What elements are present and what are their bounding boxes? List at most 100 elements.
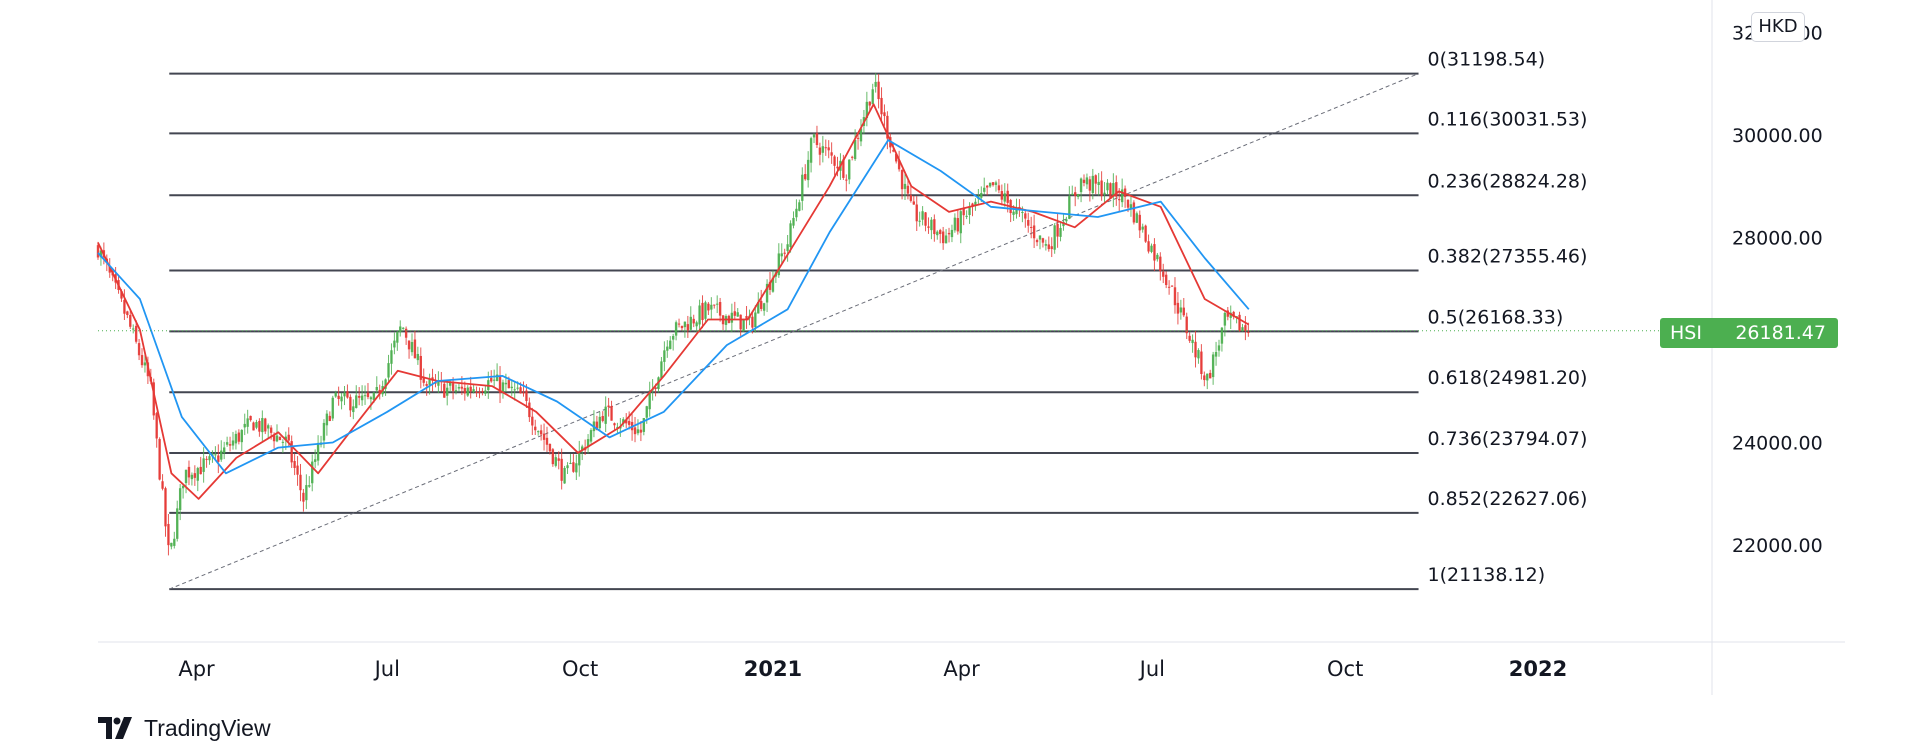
candle-body xyxy=(613,423,616,426)
candle-body xyxy=(1185,316,1188,334)
candle xyxy=(293,453,296,476)
candle-body xyxy=(983,187,986,192)
candle xyxy=(1170,285,1174,287)
candle-body xyxy=(108,265,111,273)
candle-body xyxy=(360,395,364,401)
candle xyxy=(387,354,390,384)
x-tick-label-4: Apr xyxy=(943,657,980,681)
candle xyxy=(243,413,246,436)
candle xyxy=(771,270,775,293)
candle xyxy=(777,243,781,278)
candle xyxy=(666,340,669,358)
candle-body xyxy=(217,455,220,462)
candle xyxy=(780,243,783,264)
candle-body xyxy=(845,179,848,181)
candle-body xyxy=(234,433,238,444)
candle-body xyxy=(1076,194,1080,197)
candle-body xyxy=(569,462,572,464)
candle xyxy=(721,315,725,331)
candle-body xyxy=(231,440,235,446)
candle xyxy=(187,460,191,486)
candle-body xyxy=(437,380,440,386)
candle-body xyxy=(1038,235,1042,240)
candle-body xyxy=(892,150,895,152)
candle xyxy=(815,125,819,148)
candle-body xyxy=(736,312,739,317)
candle-body xyxy=(698,305,701,325)
candle xyxy=(240,429,243,451)
candle-body xyxy=(897,160,901,170)
candle xyxy=(261,410,264,441)
candle-body xyxy=(325,413,329,426)
candle-body xyxy=(1071,193,1074,196)
candle-body xyxy=(316,442,320,461)
candle-body xyxy=(492,379,496,381)
candle xyxy=(343,386,346,406)
candle xyxy=(228,436,232,452)
candle-body xyxy=(322,422,326,441)
moving-average-lines xyxy=(97,103,1250,500)
candle xyxy=(1138,210,1141,239)
candle-body xyxy=(1244,325,1247,331)
candle xyxy=(404,326,408,345)
candle xyxy=(1000,184,1004,206)
candle-body xyxy=(126,311,129,316)
candle xyxy=(924,212,927,232)
candle-body xyxy=(718,302,722,316)
candle-body xyxy=(786,244,789,251)
candle xyxy=(988,182,992,188)
candle-body xyxy=(1065,219,1068,222)
candle xyxy=(1244,316,1247,341)
candle xyxy=(936,230,939,240)
candle xyxy=(234,430,238,450)
candle-body xyxy=(366,392,370,398)
candle-body xyxy=(281,441,285,443)
candle-body xyxy=(965,215,968,217)
candle-body xyxy=(812,134,816,138)
candle xyxy=(627,411,631,430)
candle xyxy=(944,229,948,244)
candle xyxy=(1003,183,1006,207)
tradingview-brand[interactable]: TradingView xyxy=(98,714,271,742)
candle-body xyxy=(994,182,998,185)
candle-body xyxy=(707,303,710,311)
candle-body xyxy=(193,473,197,478)
candle xyxy=(604,396,607,432)
currency-badge[interactable]: HKD xyxy=(1751,12,1805,42)
candle xyxy=(927,217,930,234)
candle xyxy=(399,320,402,337)
candle-body xyxy=(1094,175,1097,184)
candle xyxy=(598,411,602,431)
candle-body xyxy=(178,488,182,511)
candle xyxy=(560,448,563,490)
fibonacci-retracement[interactable]: 0(31198.54) 0.116(30031.53) 0.236(28824.28… xyxy=(169,49,1588,591)
candle xyxy=(589,428,593,444)
candle-body xyxy=(155,413,158,439)
tradingview-logo-icon xyxy=(98,717,132,739)
candle-body xyxy=(284,436,288,441)
candle xyxy=(164,486,167,537)
candle-body xyxy=(308,485,311,487)
candle xyxy=(331,395,334,421)
fib-level-label-6: 0.736(23794.07) xyxy=(1428,428,1588,450)
candle-body xyxy=(1208,372,1212,379)
candle xyxy=(390,343,393,375)
candle-body xyxy=(1115,182,1118,197)
candle xyxy=(812,133,816,144)
candle-body xyxy=(1141,226,1144,230)
candle xyxy=(1044,239,1048,251)
candle xyxy=(299,463,302,502)
candle-body xyxy=(469,386,472,392)
y-tick-label-1: 24000.00 xyxy=(1732,433,1823,455)
time-axis[interactable]: Apr Jul Oct 2021 Apr Jul Oct 2022 xyxy=(178,657,1567,681)
candle-body xyxy=(988,182,992,187)
candle-body xyxy=(1203,375,1206,381)
candle-body xyxy=(915,204,918,222)
candle xyxy=(1182,297,1185,318)
candle-body xyxy=(868,101,871,106)
candle xyxy=(1179,299,1183,320)
x-tick-label-7: 2022 xyxy=(1509,657,1567,681)
candle xyxy=(1226,307,1229,321)
